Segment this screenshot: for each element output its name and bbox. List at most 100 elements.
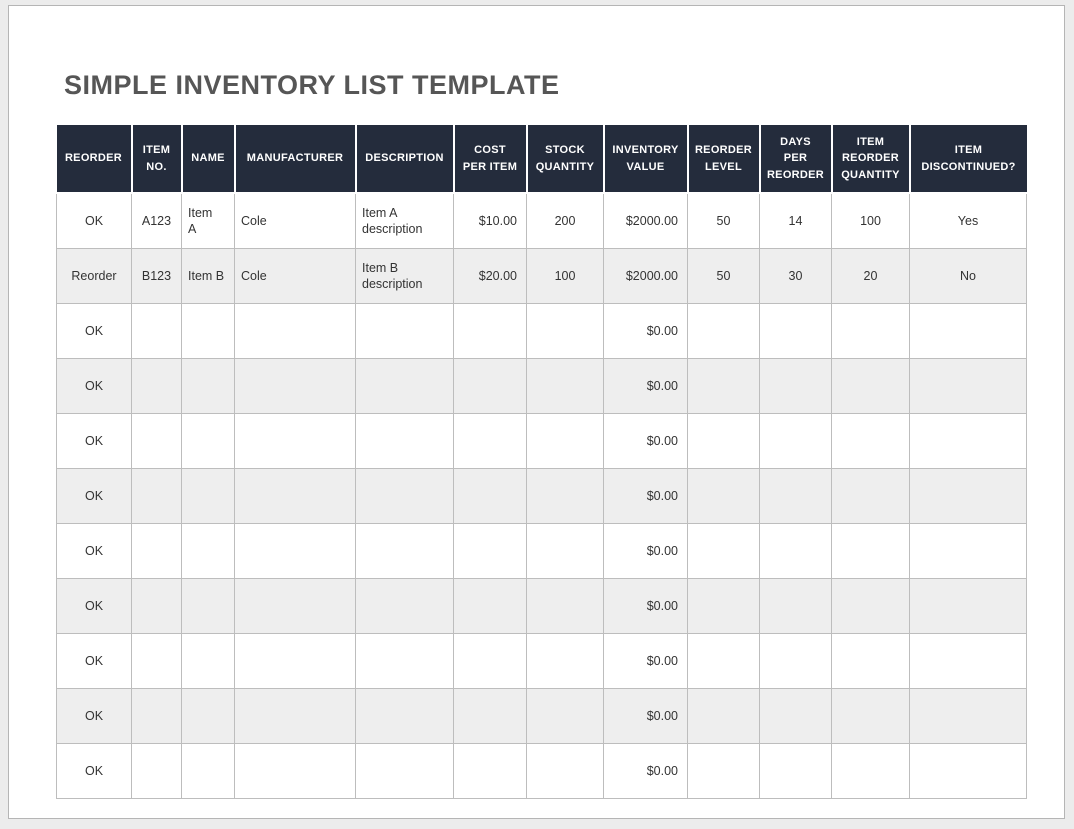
cell-manufacturer[interactable] <box>234 358 356 414</box>
cell-description[interactable] <box>355 413 454 469</box>
cell-name[interactable] <box>181 358 235 414</box>
cell-inventory-value[interactable]: $0.00 <box>603 413 688 469</box>
cell-item-no[interactable] <box>131 688 182 744</box>
cell-item-no[interactable] <box>131 303 182 359</box>
cell-inventory-value[interactable]: $0.00 <box>603 358 688 414</box>
cell-name[interactable]: Item B <box>181 248 235 304</box>
cell-item-discontinued[interactable] <box>909 358 1027 414</box>
cell-name[interactable] <box>181 413 235 469</box>
cell-stock-quantity[interactable] <box>526 578 604 634</box>
cell-inventory-value[interactable]: $0.00 <box>603 633 688 689</box>
cell-reorder-level[interactable] <box>687 688 760 744</box>
cell-reorder-level[interactable]: 50 <box>687 248 760 304</box>
cell-stock-quantity[interactable] <box>526 468 604 524</box>
cell-item-no[interactable] <box>131 358 182 414</box>
cell-item-discontinued[interactable]: Yes <box>909 192 1027 249</box>
cell-days-per-reorder[interactable] <box>759 688 832 744</box>
cell-manufacturer[interactable] <box>234 468 356 524</box>
cell-days-per-reorder[interactable] <box>759 358 832 414</box>
cell-manufacturer[interactable] <box>234 633 356 689</box>
cell-inventory-value[interactable]: $2000.00 <box>603 248 688 304</box>
cell-description[interactable] <box>355 468 454 524</box>
cell-name[interactable] <box>181 578 235 634</box>
cell-description[interactable] <box>355 523 454 579</box>
cell-days-per-reorder[interactable] <box>759 578 832 634</box>
cell-item-discontinued[interactable] <box>909 633 1027 689</box>
cell-description[interactable]: Item A description <box>355 192 454 249</box>
cell-cost-per-item[interactable]: $10.00 <box>453 192 527 249</box>
cell-cost-per-item[interactable] <box>453 358 527 414</box>
cell-item-reorder-quantity[interactable] <box>831 743 910 799</box>
cell-item-discontinued[interactable] <box>909 303 1027 359</box>
cell-cost-per-item[interactable] <box>453 413 527 469</box>
cell-manufacturer[interactable] <box>234 578 356 634</box>
cell-reorder-level[interactable] <box>687 468 760 524</box>
cell-reorder-level[interactable]: 50 <box>687 192 760 249</box>
cell-description[interactable] <box>355 358 454 414</box>
cell-item-no[interactable]: B123 <box>131 248 182 304</box>
cell-cost-per-item[interactable] <box>453 578 527 634</box>
cell-item-no[interactable] <box>131 413 182 469</box>
cell-name[interactable] <box>181 523 235 579</box>
cell-manufacturer[interactable] <box>234 688 356 744</box>
cell-reorder[interactable]: OK <box>56 688 132 744</box>
cell-cost-per-item[interactable]: $20.00 <box>453 248 527 304</box>
cell-item-discontinued[interactable] <box>909 688 1027 744</box>
cell-days-per-reorder[interactable] <box>759 413 832 469</box>
cell-cost-per-item[interactable] <box>453 523 527 579</box>
cell-stock-quantity[interactable] <box>526 633 604 689</box>
cell-item-reorder-quantity[interactable] <box>831 688 910 744</box>
cell-item-reorder-quantity[interactable] <box>831 523 910 579</box>
cell-name[interactable] <box>181 688 235 744</box>
cell-inventory-value[interactable]: $0.00 <box>603 523 688 579</box>
cell-item-discontinued[interactable] <box>909 413 1027 469</box>
cell-item-reorder-quantity[interactable] <box>831 468 910 524</box>
cell-name[interactable] <box>181 303 235 359</box>
cell-description[interactable] <box>355 743 454 799</box>
cell-cost-per-item[interactable] <box>453 303 527 359</box>
cell-description[interactable] <box>355 688 454 744</box>
cell-cost-per-item[interactable] <box>453 633 527 689</box>
cell-reorder[interactable]: OK <box>56 578 132 634</box>
cell-name[interactable]: Item A <box>181 192 235 249</box>
cell-days-per-reorder[interactable] <box>759 468 832 524</box>
cell-item-reorder-quantity[interactable] <box>831 633 910 689</box>
cell-item-reorder-quantity[interactable] <box>831 578 910 634</box>
cell-reorder[interactable]: OK <box>56 303 132 359</box>
cell-inventory-value[interactable]: $0.00 <box>603 468 688 524</box>
cell-item-no[interactable] <box>131 633 182 689</box>
cell-manufacturer[interactable]: Cole <box>234 192 356 249</box>
cell-item-discontinued[interactable]: No <box>909 248 1027 304</box>
cell-reorder-level[interactable] <box>687 578 760 634</box>
cell-days-per-reorder[interactable]: 14 <box>759 192 832 249</box>
cell-days-per-reorder[interactable] <box>759 743 832 799</box>
cell-days-per-reorder[interactable] <box>759 523 832 579</box>
cell-reorder[interactable]: OK <box>56 413 132 469</box>
cell-reorder-level[interactable] <box>687 358 760 414</box>
cell-description[interactable] <box>355 578 454 634</box>
cell-cost-per-item[interactable] <box>453 468 527 524</box>
cell-item-no[interactable] <box>131 743 182 799</box>
cell-reorder[interactable]: OK <box>56 743 132 799</box>
cell-item-reorder-quantity[interactable] <box>831 303 910 359</box>
cell-item-reorder-quantity[interactable] <box>831 358 910 414</box>
cell-name[interactable] <box>181 468 235 524</box>
cell-reorder[interactable]: OK <box>56 468 132 524</box>
cell-stock-quantity[interactable]: 200 <box>526 192 604 249</box>
cell-cost-per-item[interactable] <box>453 743 527 799</box>
cell-description[interactable] <box>355 633 454 689</box>
cell-manufacturer[interactable] <box>234 303 356 359</box>
cell-stock-quantity[interactable] <box>526 523 604 579</box>
cell-inventory-value[interactable]: $0.00 <box>603 578 688 634</box>
cell-reorder-level[interactable] <box>687 523 760 579</box>
cell-item-no[interactable] <box>131 468 182 524</box>
cell-cost-per-item[interactable] <box>453 688 527 744</box>
cell-reorder-level[interactable] <box>687 633 760 689</box>
cell-reorder[interactable]: OK <box>56 192 132 249</box>
cell-name[interactable] <box>181 743 235 799</box>
cell-item-discontinued[interactable] <box>909 468 1027 524</box>
cell-inventory-value[interactable]: $0.00 <box>603 303 688 359</box>
cell-inventory-value[interactable]: $2000.00 <box>603 192 688 249</box>
cell-reorder-level[interactable] <box>687 413 760 469</box>
cell-item-discontinued[interactable] <box>909 578 1027 634</box>
